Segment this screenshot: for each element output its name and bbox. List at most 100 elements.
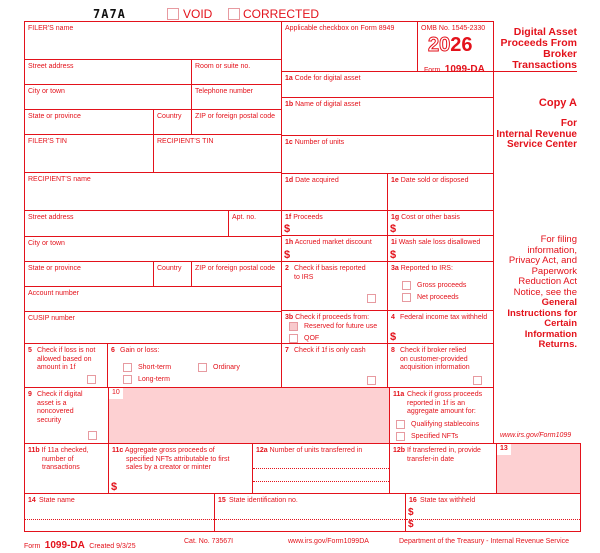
recipient-city-field[interactable]: City or town: [24, 236, 282, 262]
cusip-field[interactable]: CUSIP number: [24, 311, 282, 344]
dollar-sign: $: [408, 519, 414, 530]
reserved-label: Reserved for future use: [304, 323, 378, 330]
qof-checkbox[interactable]: [289, 334, 298, 343]
box-1a[interactable]: 1a Code for digital asset: [281, 71, 494, 98]
recipient-tin-field[interactable]: RECIPIENT'S TIN: [153, 134, 282, 173]
label: 1g Cost or other basis: [391, 214, 460, 221]
box-12a[interactable]: 12a Number of units transferred in: [252, 443, 390, 494]
label: RECIPIENT'S name: [28, 176, 91, 183]
label: 6 Gain or loss:: [111, 347, 160, 354]
label: Street address: [28, 214, 74, 221]
label: 1e Date sold or disposed: [391, 177, 469, 184]
applicable-checkbox-field[interactable]: Applicable checkbox on Form 8949: [281, 21, 418, 72]
long-term-checkbox[interactable]: [123, 375, 132, 384]
label: 1h Accrued market discount: [285, 239, 372, 246]
label: CUSIP number: [28, 315, 75, 322]
box-1h[interactable]: 1h Accrued market discount $: [281, 235, 388, 262]
divider: [25, 519, 214, 520]
recipient-street-field[interactable]: Street address: [24, 210, 229, 237]
dollar-sign: $: [284, 249, 291, 261]
box-15[interactable]: 15 State identification no.: [214, 493, 406, 532]
tax-year: 2026: [427, 34, 473, 57]
box-1c[interactable]: 1c Number of units: [281, 135, 494, 174]
box-14[interactable]: 14 State name: [24, 493, 215, 532]
omb-year-box: OMB No. 1545-2330 2026 Form 1099-DA: [417, 21, 494, 75]
filer-state-field[interactable]: State or province: [24, 109, 154, 135]
ordinary-checkbox[interactable]: [198, 363, 207, 372]
filer-name-field[interactable]: FILER'S name: [24, 21, 282, 60]
box-1d[interactable]: 1d Date acquired: [281, 173, 388, 211]
filer-room-field[interactable]: Room or suite no.: [191, 59, 282, 85]
form-name: Form 1099-DA: [424, 64, 485, 75]
label: 7 Check if 1f is only cash: [285, 347, 366, 354]
label: 10: [109, 388, 123, 399]
label: 11a Check if gross proceeds reported in 1f…: [393, 391, 483, 415]
box-1g[interactable]: 1g Cost or other basis $: [387, 210, 494, 236]
account-number-field[interactable]: Account number: [24, 286, 282, 312]
recipient-apt-field[interactable]: Apt. no.: [228, 210, 282, 237]
label: Country: [157, 265, 182, 272]
label: RECIPIENT'S TIN: [157, 138, 214, 145]
box-3a: 3a Reported to IRS: Gross proceeds Net p…: [387, 261, 494, 311]
dollar-sign: $: [284, 223, 291, 235]
label: Street address: [28, 63, 74, 70]
box-8-checkbox[interactable]: [473, 376, 482, 385]
box-11c[interactable]: 11c Aggregate gross proceeds of specified…: [108, 443, 253, 494]
filer-phone-field[interactable]: Telephone number: [191, 84, 282, 110]
box-2-checkbox[interactable]: [367, 294, 376, 303]
box-16[interactable]: 16 State tax withheld $ $: [405, 493, 581, 532]
recipient-state-field[interactable]: State or province: [24, 261, 154, 287]
recipient-country-field[interactable]: Country: [153, 261, 192, 287]
void-checkbox[interactable]: [167, 8, 179, 20]
qof-label: QOF: [304, 335, 320, 342]
label: Country: [157, 113, 182, 120]
filer-city-field[interactable]: City or town: [24, 84, 192, 110]
short-term-checkbox[interactable]: [123, 363, 132, 372]
filer-street-field[interactable]: Street address: [24, 59, 192, 85]
box-13: 13: [496, 443, 581, 494]
label: 12a Number of units transferred in: [256, 447, 363, 454]
divider: [253, 481, 389, 482]
recipient-name-field[interactable]: RECIPIENT'S name: [24, 172, 282, 211]
box-4[interactable]: 4 Federal income tax withheld $: [387, 310, 494, 344]
label: Telephone number: [195, 88, 253, 95]
label: 3a Reported to IRS:: [391, 265, 453, 272]
stablecoins-checkbox[interactable]: [396, 420, 405, 429]
footer-url[interactable]: www.irs.gov/Form1099DA: [288, 538, 369, 545]
net-proceeds-checkbox[interactable]: [402, 293, 411, 302]
form-title: Digital Asset Proceeds From Broker Transact…: [500, 26, 577, 71]
label: Account number: [28, 290, 79, 297]
box-7-checkbox[interactable]: [367, 376, 376, 385]
department: Department of the Treasury - Internal Re…: [399, 538, 570, 545]
recipient-zip-field[interactable]: ZIP or foreign postal code: [191, 261, 282, 287]
irs-link[interactable]: www.irs.gov/Form1099: [500, 432, 572, 439]
label: 5 Check if loss is not allowed based on amo…: [28, 347, 96, 371]
box-9-checkbox[interactable]: [88, 431, 97, 440]
box-5: 5 Check if loss is not allowed based on amo…: [24, 343, 108, 388]
label: 4 Federal income tax withheld: [391, 314, 488, 321]
box-2: 2 Check if basis reported to IRS: [281, 261, 388, 311]
box-10: 10: [108, 387, 390, 444]
box-1f[interactable]: 1f Proceeds $: [281, 210, 388, 236]
gross-proceeds-label: Gross proceeds: [417, 282, 467, 289]
long-term-label: Long-term: [138, 376, 170, 383]
dollar-sign: $: [408, 507, 414, 518]
label: 11c Aggregate gross proceeds of specified…: [112, 447, 230, 471]
box-1b[interactable]: 1b Name of digital asset: [281, 97, 494, 136]
stablecoins-label: Qualifying stablecoins: [411, 421, 480, 428]
box-12b[interactable]: 12b If transferred in, provide transfer-i…: [389, 443, 497, 494]
box-5-checkbox[interactable]: [87, 375, 96, 384]
nfts-checkbox[interactable]: [396, 432, 405, 441]
corrected-checkbox[interactable]: [228, 8, 240, 20]
box-1i[interactable]: 1i Wash sale loss disallowed $: [387, 235, 494, 262]
filer-zip-field[interactable]: ZIP or foreign postal code: [191, 109, 282, 135]
filer-country-field[interactable]: Country: [153, 109, 192, 135]
gross-proceeds-checkbox[interactable]: [402, 281, 411, 290]
box-1e[interactable]: 1e Date sold or disposed: [387, 173, 494, 211]
label: Apt. no.: [232, 214, 257, 221]
corrected-label: CORRECTED: [243, 7, 320, 21]
copy-recipient: For Internal Revenue Service Center: [496, 118, 577, 150]
box-11b[interactable]: 11b If 11a checked, number of transactions: [24, 443, 109, 494]
label: 11b If 11a checked, number of transactions: [28, 447, 89, 471]
filer-tin-field[interactable]: FILER'S TIN: [24, 134, 154, 173]
